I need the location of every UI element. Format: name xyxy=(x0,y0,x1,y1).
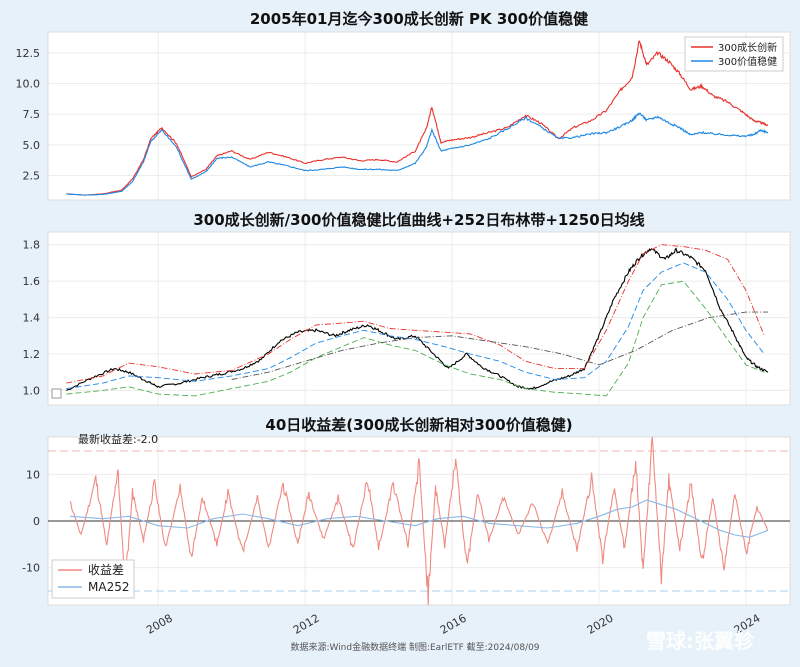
chart-title: 300成长创新/300价值稳健比值曲线+252日布林带+1250日均线 xyxy=(193,211,644,229)
chart-panel-ratio: 300成长创新/300价值稳健比值曲线+252日布林带+1250日均线 1.0 1.… xyxy=(23,211,791,406)
y-tick-label: 7.5 xyxy=(23,108,41,121)
series-line-3 xyxy=(66,280,765,397)
series-line-0 xyxy=(66,40,769,196)
latest-spread-annotation: 最新收益差:-2.0 xyxy=(78,432,158,446)
chart-title: 2005年01月迄今300成长创新 PK 300价值稳健 xyxy=(250,10,588,28)
x-tick-label: 2020 xyxy=(585,612,616,637)
y-tick-label: 10 xyxy=(26,468,40,481)
y-tick-label: 1.2 xyxy=(23,348,41,361)
y-tick-label: 1.4 xyxy=(23,312,41,325)
chart-panel-spread: 40日收益差(300成长创新相对300价值稳健) -10 0 10 收益差 MA252 最新… xyxy=(22,416,791,637)
y-tick-label: 5.0 xyxy=(23,139,41,152)
legend: 收益差 MA252 xyxy=(51,559,135,599)
series-line-2 xyxy=(66,262,765,390)
plot-area xyxy=(47,231,791,406)
series-line-1 xyxy=(69,499,769,538)
legend-box xyxy=(684,36,784,72)
legend-label: 收益差 xyxy=(88,563,124,577)
y-tick-label: 1.8 xyxy=(23,239,41,252)
x-tick-label: 2016 xyxy=(438,612,469,637)
x-tick-label: 2008 xyxy=(144,612,175,637)
watermark-text: 雪球:张翼轸 xyxy=(646,629,755,653)
legend-box xyxy=(51,388,62,399)
chart-panel-price: 2005年01月迄今300成长创新 PK 300价值稳健 2.5 5.0 7.5 10.… xyxy=(16,10,791,201)
x-tick-label: 2012 xyxy=(291,612,322,637)
y-tick-label: -10 xyxy=(22,562,40,575)
series-line-1 xyxy=(66,244,765,384)
series-line-4 xyxy=(231,311,768,380)
y-tick-label: 2.5 xyxy=(23,169,41,182)
legend-label: MA252 xyxy=(88,580,129,594)
y-tick-label: 1.6 xyxy=(23,275,41,288)
watermark: 雪球:张翼轸 xyxy=(646,629,755,653)
y-tick-label: 10.0 xyxy=(16,78,41,91)
footer-source: 数据来源:Wind金融数据终端 制图:EarlETF 截至:2024/08/09 xyxy=(290,641,539,653)
y-tick-label: 0 xyxy=(33,515,40,528)
legend-label: 300价值稳健 xyxy=(718,55,777,68)
legend-label: 300成长创新 xyxy=(718,41,777,54)
chart-title: 40日收益差(300成长创新相对300价值稳健) xyxy=(265,416,572,434)
y-tick-label: 1.0 xyxy=(23,384,41,397)
legend-box xyxy=(51,559,135,599)
series-line-0 xyxy=(69,436,769,606)
plot-area xyxy=(47,31,791,201)
series-line-0 xyxy=(66,247,769,391)
y-tick-label: 12.5 xyxy=(16,47,41,60)
series-line-1 xyxy=(66,112,769,196)
